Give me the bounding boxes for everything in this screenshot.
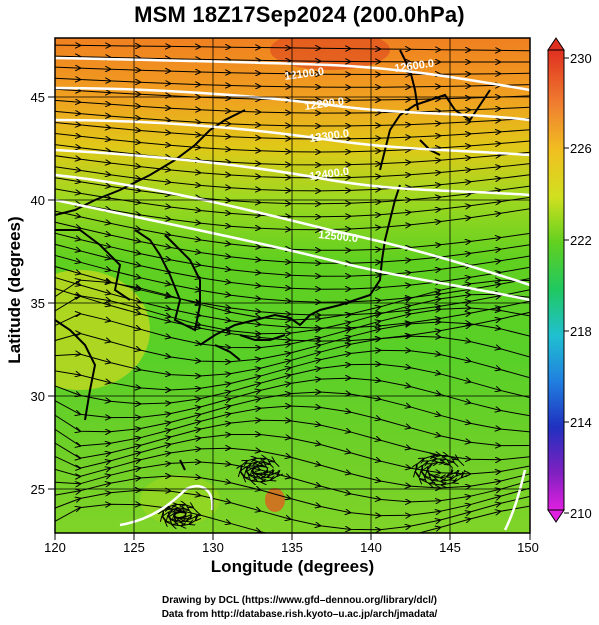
y-axis-label: Latitude (degrees) bbox=[5, 216, 24, 364]
contour-label: 12200.0 bbox=[304, 96, 345, 113]
y-tick-label: 25 bbox=[31, 482, 45, 497]
y-tick-label: 45 bbox=[31, 90, 45, 105]
x-axis-ticks: 120 125 130 135 140 145 150 bbox=[44, 540, 539, 555]
colorbar-label: 210 bbox=[570, 506, 592, 521]
streamline bbox=[174, 512, 186, 519]
y-tick-label: 30 bbox=[31, 389, 45, 404]
contour-label: 12500.0 bbox=[318, 229, 359, 245]
colorbar-label: 214 bbox=[570, 415, 592, 430]
map-title: MSM 18Z17Sep2024 (200.0hPa) bbox=[134, 2, 465, 27]
x-tick-label: 125 bbox=[123, 540, 145, 555]
lat-lon-grid bbox=[55, 38, 530, 533]
x-tick-label: 130 bbox=[202, 540, 224, 555]
x-tick-label: 145 bbox=[439, 540, 461, 555]
contour-label: 12300.0 bbox=[309, 128, 350, 145]
streamline bbox=[427, 462, 453, 477]
x-tick-label: 135 bbox=[281, 540, 303, 555]
colorbar: 230 226 222 218 214 210 bbox=[547, 37, 592, 523]
contour-label: 12100.0 bbox=[284, 66, 325, 83]
colorbar-label: 218 bbox=[570, 324, 592, 339]
colorbar-label: 222 bbox=[570, 233, 592, 248]
colorbar-max-arrow bbox=[547, 37, 565, 51]
streamline bbox=[252, 465, 268, 475]
credit-drawing: Drawing by DCL (https://www.gfd–dennou.o… bbox=[161, 595, 437, 606]
contour-label: 12400.0 bbox=[309, 166, 350, 183]
x-tick-label: 140 bbox=[360, 540, 382, 555]
contour-label: 12600.0 bbox=[394, 58, 435, 75]
height-contours bbox=[55, 56, 530, 531]
colorbar-min-arrow bbox=[547, 509, 565, 523]
colorbar-label: 226 bbox=[570, 141, 592, 156]
y-tick-label: 40 bbox=[31, 193, 45, 208]
y-tick-label: 35 bbox=[31, 296, 45, 311]
x-axis-label: Longitude (degrees) bbox=[210, 557, 375, 576]
x-tick-label: 150 bbox=[517, 540, 539, 555]
x-tick-label: 120 bbox=[44, 540, 66, 555]
contour-labels: 12100.0 12200.0 12300.0 12400.0 12500.0 … bbox=[284, 58, 435, 246]
y-axis-ticks: 25 30 35 40 45 bbox=[31, 90, 45, 497]
colorbar-label: 230 bbox=[570, 51, 592, 66]
map-plot-area: 12100.0 12200.0 12300.0 12400.0 12500.0 … bbox=[55, 38, 530, 533]
credit-data: Data from http://database.rish.kyoto–u.a… bbox=[161, 609, 438, 620]
